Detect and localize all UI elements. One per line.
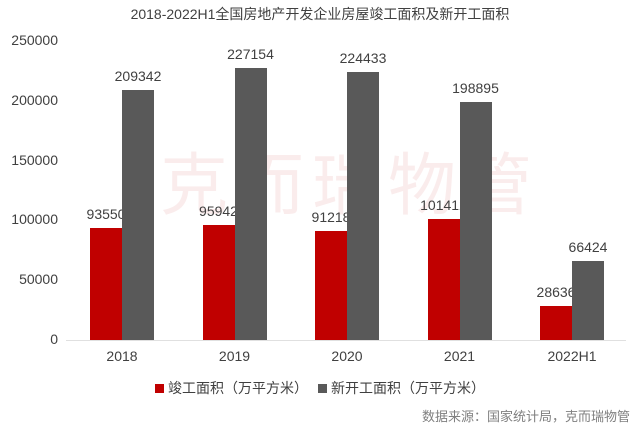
legend-label: 新开工面积（万平方米）: [331, 380, 485, 396]
data-label: 224433: [339, 49, 387, 66]
data-label: 28636: [536, 283, 576, 300]
legend: 竣工面积（万平方米） 新开工面积（万平方米）: [0, 378, 640, 398]
bar-completed-2018[interactable]: [90, 228, 122, 340]
data-label: 93550: [86, 206, 126, 223]
data-label: 101412: [420, 196, 467, 213]
x-tick-label: 2018: [106, 348, 138, 364]
data-label: 198895: [452, 80, 499, 97]
data-label: 66424: [568, 238, 608, 255]
data-label: 95942: [199, 203, 238, 220]
x-tick-label: 2022H1: [547, 348, 597, 364]
bar-new-starts-2018[interactable]: [122, 89, 154, 340]
bar-completed-2019[interactable]: [202, 225, 235, 340]
y-tick-label: 0: [50, 331, 58, 347]
bar-new-starts-2020[interactable]: [347, 71, 379, 340]
y-tick-label: 200000: [11, 91, 58, 108]
y-tick-label: 100000: [11, 211, 58, 228]
bar-completed-2021[interactable]: [427, 218, 460, 340]
y-tick-label: 50000: [19, 271, 58, 288]
bar-new-starts-2022H1[interactable]: [572, 260, 604, 340]
bar-completed-2020[interactable]: [315, 230, 347, 340]
source-note: 数据来源：国家统计局，克而瑞物管: [421, 409, 630, 424]
y-tick-label: 150000: [11, 151, 58, 168]
legend-item-completed[interactable]: 竣工面积（万平方米）: [155, 378, 308, 398]
x-axis-line: [66, 340, 626, 341]
y-tick-label: 250000: [11, 32, 58, 48]
legend-item-new-starts[interactable]: 新开工面积（万平方米）: [318, 378, 485, 398]
data-label: 227154: [227, 46, 274, 63]
legend-swatch-red: [155, 383, 164, 393]
x-tick-label: 2019: [218, 348, 251, 364]
x-tick-label: 2021: [443, 348, 476, 364]
bar-new-starts-2021[interactable]: [459, 102, 492, 340]
data-label: 209342: [114, 67, 162, 84]
chart-title: 2018-2022H1全国房地产开发企业房屋竣工面积及新开工面积: [130, 6, 510, 22]
bar-new-starts-2019[interactable]: [234, 68, 267, 340]
x-tick-label: 2020: [331, 348, 363, 364]
bar-completed-2022H1[interactable]: [540, 305, 572, 340]
data-label: 91218: [311, 208, 351, 225]
legend-swatch-gray: [318, 383, 327, 393]
legend-label: 竣工面积（万平方米）: [168, 380, 308, 396]
